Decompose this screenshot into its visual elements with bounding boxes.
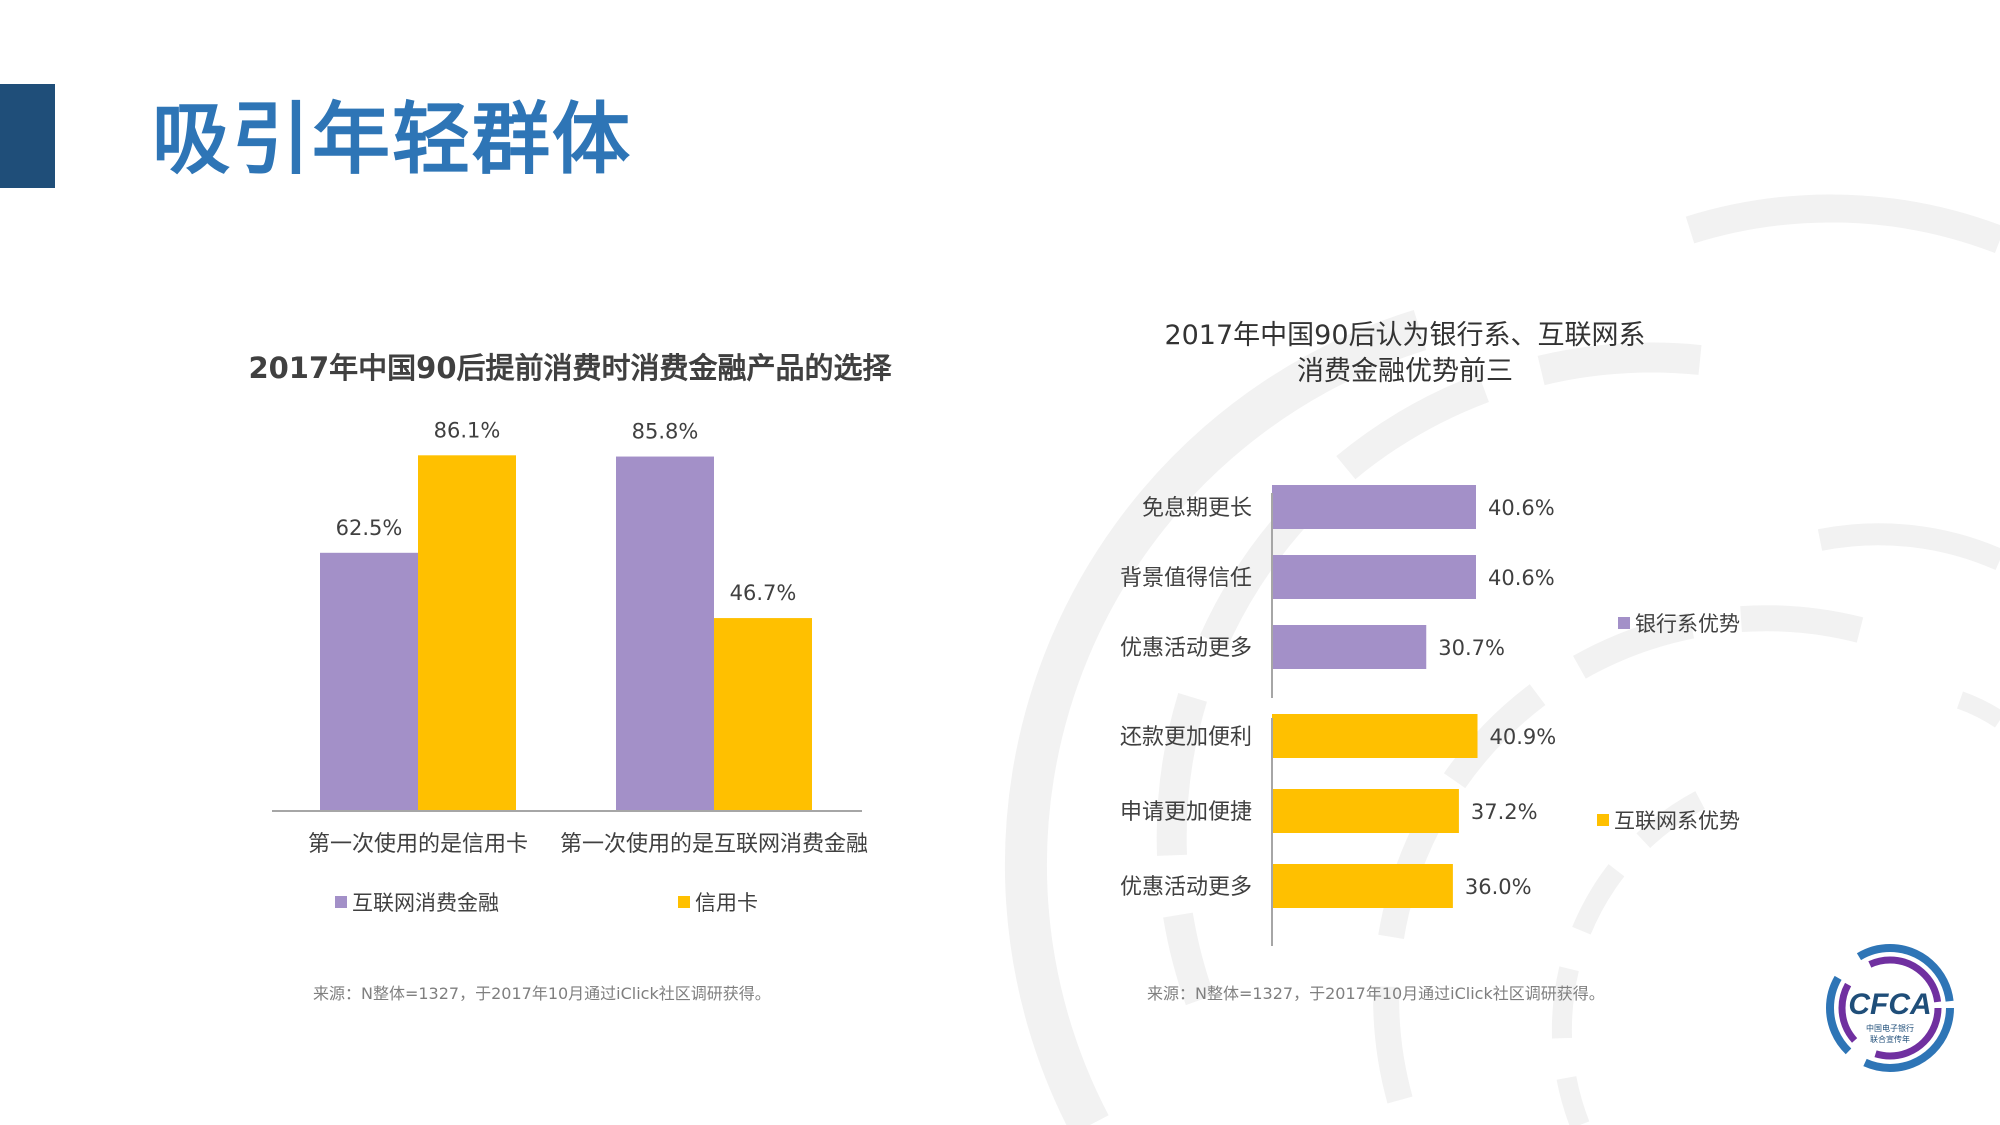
hbar-1-2 [1272,864,1453,908]
hbar-value-label: 36.0% [1465,875,1532,899]
hbar-value-label: 40.9% [1490,725,1557,749]
logo-subtitle-1: 中国电子银行 [1866,1023,1914,1033]
page-title: 吸引年轻群体 [152,95,633,185]
bar-value-label: 86.1% [434,418,501,442]
legend-label: 信用卡 [695,891,758,915]
y-tick-label: 还款更加便利 [1120,725,1252,750]
y-tick-label: 免息期更长 [1142,496,1252,521]
chart2-title: 2017年中国90后认为银行系、互联网系 消费金融优势前三 [1100,318,1710,390]
title-accent-bar [0,84,55,188]
bar-internet-0 [320,552,418,811]
y-tick-label: 申请更加便捷 [1120,800,1252,825]
logo-subtitle-2: 联合宣传年 [1870,1034,1910,1044]
logo-text: CFCA [1848,988,1931,1021]
bar-credit-1 [714,618,812,811]
hbar-1-0 [1272,714,1478,758]
legend-label: 银行系优势 [1635,612,1740,636]
x-tick-label: 第一次使用的是信用卡 [308,832,528,857]
hbar-value-label: 40.6% [1488,496,1555,520]
hbar-value-label: 37.2% [1471,800,1538,824]
bar-value-label: 85.8% [632,420,699,444]
chart2-title-line-2: 消费金融优势前三 [1297,356,1513,387]
bar-credit-0 [418,455,516,811]
y-tick-label: 优惠活动更多 [1120,875,1252,900]
bar-value-label: 46.7% [730,581,797,605]
bar-value-label: 62.5% [336,516,403,540]
legend-swatch [1597,814,1609,826]
hbar-0-1 [1272,555,1476,599]
chart2-source-note: 来源：N整体=1327，于2017年10月通过iClick社区调研获得。 [1147,984,1605,1003]
y-tick-label: 背景值得信任 [1120,566,1252,591]
hbar-value-label: 40.6% [1488,566,1555,590]
legend-label: 互联网系优势 [1614,809,1740,833]
legend-label: 互联网消费金融 [352,891,499,915]
legend-swatch [678,896,690,908]
hbar-0-2 [1272,625,1427,669]
x-tick-label: 第一次使用的是互联网消费金融 [560,832,868,857]
legend-swatch [335,896,347,908]
hbar-0-0 [1272,485,1476,529]
hbar-1-1 [1272,789,1459,833]
bar-internet-1 [616,456,714,811]
chart1-source-note: 来源：N整体=1327，于2017年10月通过iClick社区调研获得。 [313,984,771,1003]
chart1-title: 2017年中国90后提前消费时消费金融产品的选择 [248,351,892,385]
legend-swatch [1618,617,1630,629]
hbar-value-label: 30.7% [1438,636,1505,660]
y-tick-label: 优惠活动更多 [1120,636,1252,661]
chart2-title-line-1: 2017年中国90后认为银行系、互联网系 [1164,320,1646,351]
cfca-logo: CFCA 中国电子银行 联合宣传年 [1826,944,1954,1072]
